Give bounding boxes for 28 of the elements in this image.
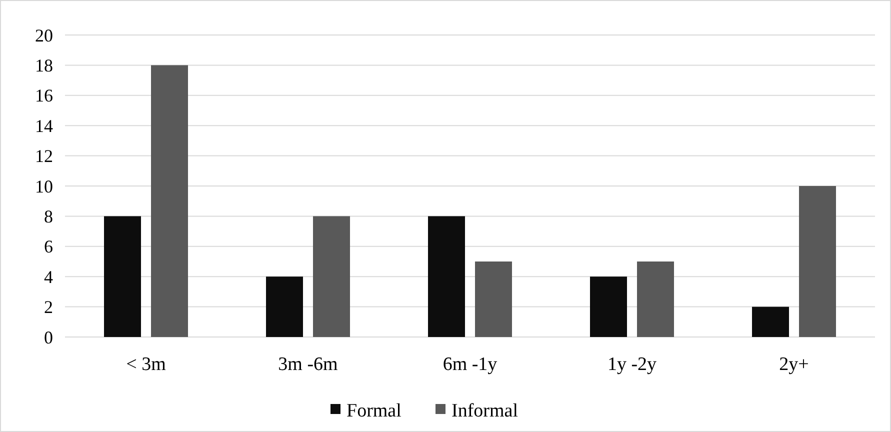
y-tick-label: 14: [35, 116, 53, 136]
y-tick-label: 2: [44, 297, 53, 318]
bar: [428, 216, 465, 337]
bar: [637, 262, 674, 337]
bar: [266, 276, 303, 337]
bar: [752, 306, 789, 337]
y-tick-label: 16: [35, 86, 53, 106]
y-tick-label: 0: [44, 327, 53, 348]
bar: [590, 276, 627, 337]
bar: [799, 186, 836, 337]
x-tick-label: 2y+: [779, 354, 809, 375]
bar: [104, 216, 141, 337]
y-tick-label: 10: [35, 176, 53, 196]
y-tick-label: 20: [35, 25, 53, 46]
bar: [313, 216, 350, 337]
y-tick-label: 18: [35, 56, 53, 76]
x-tick-label: 3m -6m: [278, 354, 338, 375]
y-tick-label: 4: [44, 266, 53, 287]
legend-label: Informal: [452, 400, 518, 422]
x-tick-label: 1y -2y: [607, 354, 658, 375]
y-tick-label: 8: [44, 206, 53, 226]
y-tick-label: 6: [44, 236, 53, 257]
x-tick-label: 6m -1y: [442, 354, 498, 375]
x-tick-label: < 3m: [126, 354, 166, 375]
bar: [475, 262, 512, 337]
legend-label: Formal: [346, 400, 402, 422]
bar: [151, 65, 188, 337]
y-tick-label: 12: [35, 146, 53, 166]
